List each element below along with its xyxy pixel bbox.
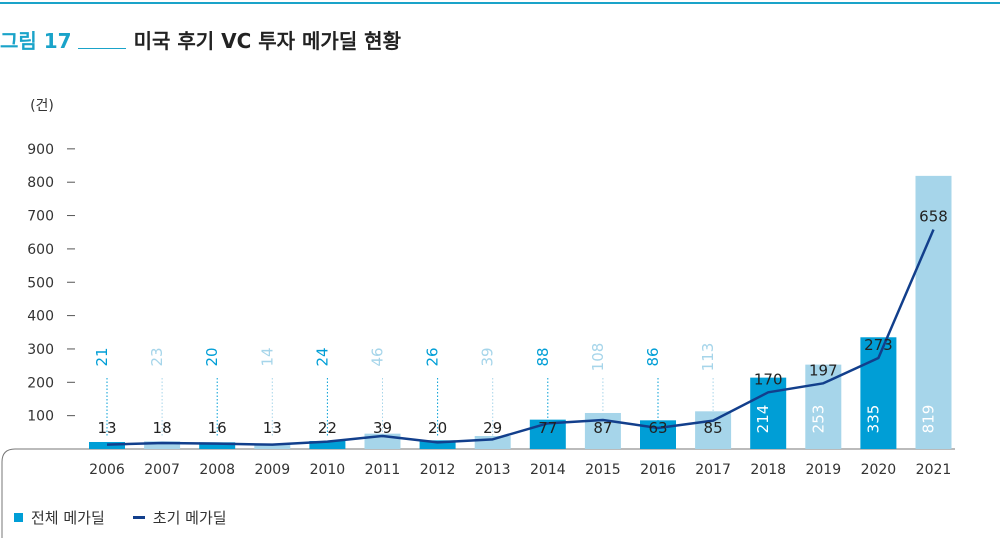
figure-title-rule [77,47,126,49]
line-value-label: 20 [428,419,447,437]
x-tick-label: 2015 [585,462,621,478]
bar [254,444,291,449]
x-tick-label: 2006 [89,462,125,478]
legend-label-total: 전체 메가딜 [31,509,105,527]
line-value-label: 63 [648,419,667,437]
legend-swatch-line [132,516,145,519]
line-value-label: 16 [208,419,227,437]
x-tick-label: 2016 [640,462,676,478]
bar-value-label: 23 [148,347,166,366]
y-tick-label: 300 [27,342,54,358]
bar-value-label: 21 [93,347,111,366]
bar-value-label: 253 [809,405,827,434]
line-value-label: 18 [153,419,172,437]
x-tick-label: 2008 [199,462,235,478]
y-axis-unit: (건) [30,98,54,114]
bar-value-label: 108 [589,343,607,372]
line-value-label: 87 [593,419,612,437]
legend-swatch-square [14,513,23,522]
y-tick-label: 200 [27,375,54,391]
x-tick-label: 2019 [805,462,841,478]
line-value-label: 13 [97,419,116,437]
bar-value-label: 24 [313,347,331,366]
y-tick-label: 800 [27,175,54,191]
figure-title-text: 미국 후기 VC 투자 메가딜 현황 [133,28,401,53]
line-value-label: 22 [318,419,337,437]
bar-value-label: 86 [644,347,662,366]
figure-title: 그림 17 미국 후기 VC 투자 메가딜 현황 [0,24,401,54]
bar-value-label: 46 [369,347,387,366]
line-value-label: 658 [919,208,948,226]
x-tick-label: 2010 [310,462,346,478]
line-value-label: 170 [754,370,783,388]
y-tick-label: 500 [27,275,54,291]
bar-value-label: 88 [534,347,552,366]
x-tick-label: 2013 [475,462,511,478]
line-value-label: 77 [538,419,557,437]
line-value-label: 13 [263,419,282,437]
y-tick-label: 400 [27,309,54,325]
y-tick-label: 900 [27,142,54,158]
x-tick-label: 2017 [695,462,731,478]
x-tick-label: 2011 [365,462,401,478]
bar-value-label: 335 [864,405,882,434]
bar-value-label: 214 [754,405,772,434]
bar [89,441,125,449]
x-tick-label: 2012 [420,462,456,478]
y-tick-label: 100 [27,409,54,425]
line-value-label: 85 [704,419,723,437]
x-tick-label: 2018 [750,462,786,478]
legend-label-early: 초기 메가딜 [152,509,227,527]
bar-value-label: 26 [424,347,442,366]
line-value-label: 273 [864,336,893,354]
x-tick-label: 2021 [916,462,952,478]
bar-value-label: 819 [920,405,938,434]
line-value-label: 39 [373,419,392,437]
legend-item-early: 초기 메가딜 [132,507,227,528]
bar-value-label: 39 [479,347,497,366]
bar [474,435,511,449]
bar [309,440,346,449]
figure-label: 그림 17 [0,28,72,53]
x-tick-label: 2007 [144,462,180,478]
legend: 전체 메가딜 초기 메가딜 [14,507,255,528]
line-series [106,229,935,446]
x-tick-label: 2009 [254,462,290,478]
legend-item-total: 전체 메가딜 [14,507,105,528]
bar-value-label: 113 [699,343,717,372]
bar [419,440,456,449]
y-tick-label: 700 [27,209,54,225]
x-axis-line [1,448,955,538]
bar [915,175,952,449]
bar-value-label: 14 [258,347,276,366]
bar-value-label: 20 [203,347,221,366]
x-tick-label: 2020 [861,462,897,478]
y-tick-label: 600 [27,242,54,258]
top-rule [0,2,1000,4]
x-tick-label: 2014 [530,462,566,478]
bar [144,441,181,449]
bar [199,442,236,449]
line-value-label: 29 [483,419,502,437]
line-value-label: 197 [809,361,838,379]
